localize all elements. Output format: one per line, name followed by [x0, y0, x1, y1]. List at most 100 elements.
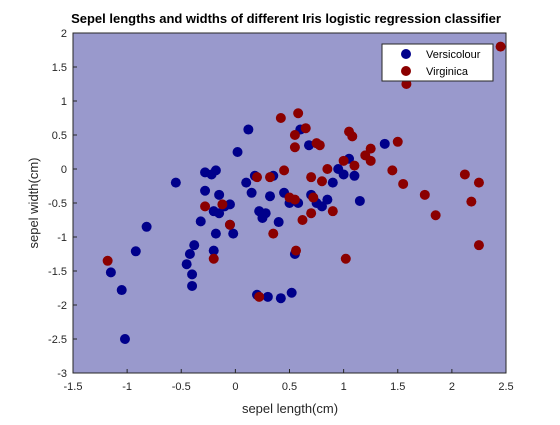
y-tick-label: 1.5 [52, 62, 67, 74]
legend: Versicolour Virginica [381, 43, 494, 82]
data-point-versicolour [262, 291, 273, 302]
data-point-virginica [289, 142, 300, 153]
data-point-versicolour [210, 165, 221, 176]
data-point-virginica [340, 253, 351, 264]
data-point-versicolour [322, 194, 333, 205]
data-point-versicolour [243, 124, 254, 135]
data-point-versicolour [214, 189, 225, 200]
data-points [102, 41, 506, 344]
data-point-versicolour [187, 269, 198, 280]
legend-label-versicolour: Versicolour [426, 49, 481, 61]
data-point-virginica [268, 228, 279, 239]
data-point-virginica [430, 210, 441, 221]
data-point-versicolour [181, 259, 192, 270]
data-point-versicolour [130, 246, 141, 257]
data-point-versicolour [327, 177, 338, 188]
chart-title: Sepel lengths and widths of different Ir… [71, 11, 501, 26]
data-point-versicolour [246, 187, 257, 198]
data-point-versicolour [260, 208, 271, 219]
legend-marker-versicolour [401, 49, 411, 59]
data-point-versicolour [316, 201, 327, 212]
data-point-versicolour [338, 169, 349, 180]
y-tick-label: 0.5 [52, 130, 67, 142]
x-axis-label: sepel length(cm) [242, 401, 338, 416]
data-point-virginica [290, 245, 301, 256]
x-tick-label: 1 [341, 381, 347, 393]
data-point-virginica [308, 192, 319, 203]
y-tick-label: -2.5 [48, 334, 67, 346]
data-point-virginica [224, 219, 235, 230]
data-point-versicolour [303, 140, 314, 151]
x-tick-label: -1 [122, 381, 132, 393]
legend-box [381, 43, 494, 82]
data-point-virginica [327, 206, 338, 217]
data-point-virginica [322, 164, 333, 174]
data-point-virginica [392, 136, 403, 147]
x-tick-label: 0 [232, 381, 238, 393]
data-point-versicolour [354, 195, 365, 206]
data-point-versicolour [286, 287, 297, 298]
data-point-versicolour [184, 249, 195, 259]
data-point-virginica [387, 165, 398, 176]
y-tick-label: -0.5 [48, 198, 67, 210]
data-point-virginica [279, 165, 290, 176]
data-point-virginica [314, 140, 325, 151]
x-tick-label: 2.5 [498, 381, 513, 393]
data-point-versicolour [228, 228, 239, 239]
y-axis-label: sepel width(cm) [26, 157, 41, 248]
legend-label-virginica: Virginica [426, 66, 469, 78]
data-point-versicolour [265, 191, 276, 202]
data-point-versicolour [214, 208, 225, 219]
data-point-virginica [365, 143, 376, 154]
y-tick-label: -2 [57, 300, 67, 312]
data-point-virginica [208, 253, 219, 264]
data-point-virginica [297, 215, 308, 225]
data-point-virginica [473, 177, 484, 188]
data-point-versicolour [195, 216, 206, 227]
data-point-virginica [289, 130, 300, 140]
data-point-versicolour [105, 267, 116, 278]
x-tick-label: 1.5 [390, 381, 405, 393]
data-point-virginica [365, 155, 376, 166]
data-point-virginica [347, 131, 358, 142]
data-point-versicolour [189, 240, 200, 251]
data-point-versicolour [349, 170, 360, 181]
data-point-virginica [275, 113, 286, 123]
data-point-versicolour [119, 334, 130, 344]
y-axis-ticks: -3 -2.5 -2 -1.5 -1 -0.5 0 0.5 1 1.5 2 [48, 28, 77, 380]
data-point-virginica [306, 208, 317, 219]
data-point-virginica [300, 123, 311, 134]
data-point-virginica [398, 178, 409, 189]
x-tick-label: 0.5 [282, 381, 297, 393]
x-tick-label: 2 [449, 381, 455, 393]
data-point-virginica [466, 196, 477, 207]
data-point-versicolour [170, 177, 181, 188]
x-axis-ticks: -1.5 -1 -0.5 0 0.5 1 1.5 2 2.5 [64, 369, 514, 393]
data-point-versicolour [116, 285, 127, 296]
data-point-versicolour [379, 138, 390, 149]
data-point-virginica [473, 240, 484, 251]
y-tick-label: -1 [57, 232, 67, 244]
data-point-virginica [338, 155, 349, 166]
data-point-virginica [495, 41, 506, 52]
data-point-versicolour [241, 177, 252, 188]
x-tick-label: -0.5 [172, 381, 191, 393]
data-point-virginica [217, 199, 228, 210]
data-point-virginica [289, 194, 300, 205]
data-point-versicolour [208, 245, 219, 256]
y-tick-label: 1 [61, 96, 67, 108]
data-point-versicolour [187, 280, 198, 291]
legend-marker-virginica [401, 66, 411, 76]
y-tick-label: -1.5 [48, 266, 67, 278]
data-point-versicolour [273, 217, 284, 228]
data-point-virginica [265, 172, 276, 183]
y-tick-label: 0 [61, 164, 67, 176]
data-point-virginica [306, 172, 317, 183]
data-point-virginica [200, 201, 211, 212]
data-point-virginica [459, 169, 470, 180]
data-point-versicolour [275, 293, 286, 304]
data-point-virginica [316, 176, 327, 187]
data-point-versicolour [141, 221, 152, 232]
data-point-versicolour [232, 147, 243, 157]
